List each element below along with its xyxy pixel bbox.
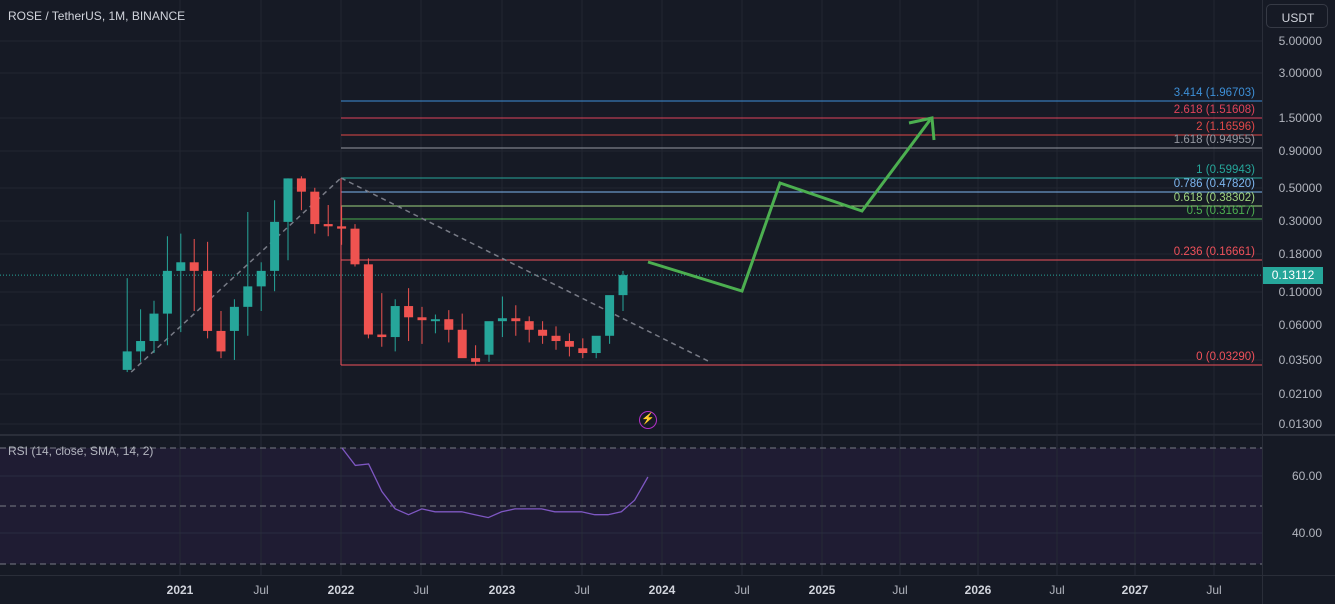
- time-tick-label: 2026: [964, 583, 992, 597]
- price-tick-label: 0.30000: [1278, 214, 1322, 228]
- price-tick-label: 3.00000: [1278, 66, 1322, 80]
- projection-path[interactable]: [647, 119, 932, 293]
- rsi-line: [341, 447, 649, 519]
- price-tick-label: 0.03500: [1278, 353, 1322, 367]
- time-tick-label: 2027: [1121, 583, 1149, 597]
- candle[interactable]: [216, 310, 226, 359]
- candle[interactable]: [363, 258, 373, 339]
- candle[interactable]: [511, 305, 521, 336]
- rsi-tick-label: 60.00: [1291, 469, 1322, 483]
- candle[interactable]: [377, 293, 387, 347]
- candle[interactable]: [136, 309, 146, 362]
- candle[interactable]: [578, 338, 588, 359]
- price-tick-label: 0.01300: [1278, 417, 1322, 431]
- pane-separator[interactable]: [0, 434, 1335, 436]
- rsi-pane[interactable]: RSI (14, close, SMA, 14, 2): [0, 436, 1262, 575]
- candle[interactable]: [283, 178, 293, 261]
- candle[interactable]: [538, 321, 548, 344]
- price-tick-label: 0.02100: [1278, 387, 1322, 401]
- price-tick-label: 0.10000: [1278, 285, 1322, 299]
- candle[interactable]: [149, 300, 159, 354]
- rsi-chart: [0, 436, 1262, 575]
- time-tick-label: Jul: [253, 583, 269, 597]
- candle[interactable]: [417, 306, 427, 344]
- candle[interactable]: [404, 288, 414, 342]
- price-tick-label: 0.90000: [1278, 144, 1322, 158]
- candle[interactable]: [203, 241, 213, 339]
- candle[interactable]: [256, 262, 266, 311]
- candle[interactable]: [176, 233, 186, 333]
- price-tick-label: 0.06000: [1278, 318, 1322, 332]
- fib-level-label: 1.618 (0.94955): [1173, 134, 1255, 146]
- candle[interactable]: [310, 187, 320, 234]
- price-tick-label: 0.18000: [1278, 247, 1322, 261]
- candle[interactable]: [430, 314, 440, 334]
- candle[interactable]: [497, 296, 507, 338]
- time-tick-label: 2025: [808, 583, 836, 597]
- fib-level-label: 2 (1.16596): [1196, 121, 1255, 133]
- candle[interactable]: [484, 321, 494, 362]
- axis-corner: [1262, 575, 1335, 604]
- currency-button[interactable]: USDT: [1266, 4, 1328, 28]
- candle[interactable]: [350, 224, 360, 267]
- fib-level-label: 0.618 (0.38302): [1173, 192, 1255, 204]
- candle[interactable]: [551, 326, 561, 350]
- fib-level-label: 0.786 (0.47820): [1173, 178, 1255, 190]
- price-tick-label: 0.50000: [1278, 181, 1322, 195]
- candle[interactable]: [270, 200, 280, 292]
- fib-level-label: 0.236 (0.16661): [1173, 246, 1255, 258]
- candle[interactable]: [337, 206, 347, 245]
- price-tick-label: 5.00000: [1278, 34, 1322, 48]
- time-tick-label: Jul: [413, 583, 429, 597]
- candle[interactable]: [457, 313, 467, 359]
- time-tick-label: 2021: [166, 583, 194, 597]
- time-tick-label: 2024: [648, 583, 676, 597]
- candlestick-chart[interactable]: [0, 0, 1262, 435]
- time-tick-label: 2022: [327, 583, 355, 597]
- fib-level-label: 2.618 (1.51608): [1173, 104, 1255, 116]
- candle[interactable]: [323, 205, 333, 237]
- fib-level-label: 1 (0.59943): [1196, 164, 1255, 176]
- candle[interactable]: [229, 299, 239, 360]
- last-price-badge: 0.13112: [1263, 267, 1323, 284]
- fib-level-label: 0 (0.03290): [1196, 351, 1255, 363]
- candle[interactable]: [122, 278, 132, 373]
- main-price-pane[interactable]: ROSE / TetherUS, 1M, BINANCE 3.414 (1.96…: [0, 0, 1262, 435]
- time-tick-label: Jul: [892, 583, 908, 597]
- fib-level-label: 3.414 (1.96703): [1173, 87, 1255, 99]
- rsi-legend[interactable]: RSI (14, close, SMA, 14, 2): [8, 444, 154, 458]
- candle[interactable]: [444, 310, 454, 343]
- time-tick-label: Jul: [734, 583, 750, 597]
- candle[interactable]: [591, 335, 601, 359]
- candle[interactable]: [296, 176, 306, 211]
- price-tick-label: 1.50000: [1278, 111, 1322, 125]
- time-tick-label: Jul: [1049, 583, 1065, 597]
- candle[interactable]: [243, 211, 253, 336]
- candle[interactable]: [390, 299, 400, 352]
- rsi-axis[interactable]: 60.00 40.00: [1262, 436, 1335, 575]
- time-tick-label: Jul: [1206, 583, 1222, 597]
- time-tick-label: 2023: [488, 583, 516, 597]
- time-tick-label: Jul: [574, 583, 590, 597]
- lightning-event-icon[interactable]: ⚡: [639, 411, 657, 429]
- candle[interactable]: [524, 316, 534, 343]
- candle[interactable]: [189, 238, 199, 311]
- candle[interactable]: [564, 333, 574, 357]
- candle[interactable]: [162, 236, 172, 346]
- candle[interactable]: [618, 270, 628, 311]
- time-axis[interactable]: 2021 Jul 2022 Jul 2023 Jul 2024 Jul 2025 Jul 2026 J…: [0, 575, 1262, 604]
- fib-level-label: 0.5 (0.31617): [1186, 205, 1255, 217]
- price-axis[interactable]: 5.00000 3.00000 1.50000 0.90000 0.50000 0.300…: [1262, 0, 1335, 435]
- candle[interactable]: [605, 295, 615, 344]
- arrow-head-icon: [908, 116, 936, 141]
- candle[interactable]: [471, 345, 481, 366]
- symbol-legend[interactable]: ROSE / TetherUS, 1M, BINANCE: [8, 9, 186, 23]
- rsi-tick-label: 40.00: [1291, 526, 1322, 540]
